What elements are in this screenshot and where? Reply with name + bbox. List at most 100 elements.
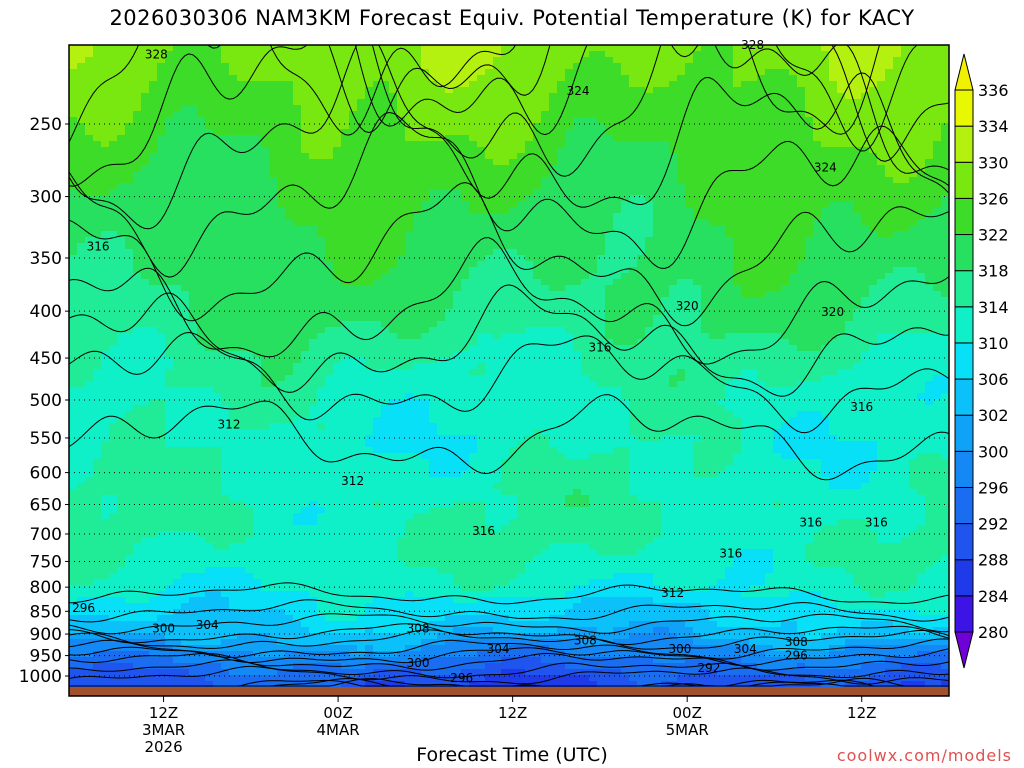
field-cell (405, 165, 414, 172)
field-cell (165, 327, 174, 334)
field-cell (133, 423, 142, 430)
field-cell (437, 285, 446, 292)
field-cell (429, 357, 438, 364)
field-cell (333, 111, 342, 118)
field-cell (157, 129, 166, 136)
field-cell (269, 459, 278, 466)
field-cell (149, 579, 158, 586)
field-cell (173, 105, 182, 112)
field-cell (277, 213, 286, 220)
field-cell (109, 315, 118, 322)
field-cell (125, 285, 134, 292)
field-cell (157, 75, 166, 82)
field-cell (69, 681, 78, 688)
field-cell (189, 543, 198, 550)
field-cell (437, 117, 446, 124)
field-cell (165, 45, 174, 52)
field-cell (157, 393, 166, 400)
field-cell (117, 183, 126, 190)
field-cell (421, 489, 430, 496)
field-cell (141, 657, 150, 664)
field-cell (373, 621, 382, 628)
field-cell (85, 69, 94, 76)
field-cell (213, 105, 222, 112)
field-cell (173, 597, 182, 604)
field-cell (93, 375, 102, 382)
field-cell (149, 501, 158, 508)
field-cell (173, 261, 182, 268)
field-cell (261, 93, 270, 100)
field-cell (405, 57, 414, 64)
field-cell (85, 63, 94, 70)
field-cell (397, 255, 406, 262)
field-cell (405, 63, 414, 70)
field-cell (397, 225, 406, 232)
field-cell (333, 615, 342, 622)
field-cell (69, 357, 78, 364)
field-cell (173, 351, 182, 358)
field-cell (205, 453, 214, 460)
field-cell (189, 345, 198, 352)
field-cell (117, 279, 126, 286)
field-cell (125, 135, 134, 142)
field-cell (269, 261, 278, 268)
field-cell (189, 387, 198, 394)
field-cell (85, 615, 94, 622)
field-cell (285, 273, 294, 280)
field-cell (125, 567, 134, 574)
field-cell (261, 555, 270, 562)
field-cell (101, 261, 110, 268)
field-cell (309, 621, 318, 628)
field-cell (245, 387, 254, 394)
field-cell (205, 57, 214, 64)
field-cell (205, 99, 214, 106)
field-cell (365, 69, 374, 76)
field-cell (357, 537, 366, 544)
field-cell (253, 177, 262, 184)
field-cell (269, 561, 278, 568)
field-cell (397, 315, 406, 322)
field-cell (157, 189, 166, 196)
field-cell (349, 105, 358, 112)
field-cell (269, 615, 278, 622)
field-cell (373, 651, 382, 658)
field-cell (69, 201, 78, 208)
field-cell (197, 411, 206, 418)
field-cell (85, 129, 94, 136)
field-cell (133, 393, 142, 400)
field-cell (213, 201, 222, 208)
field-cell (269, 291, 278, 298)
field-cell (237, 363, 246, 370)
field-cell (149, 441, 158, 448)
field-cell (101, 75, 110, 82)
field-cell (333, 603, 342, 610)
field-cell (93, 429, 102, 436)
field-cell (301, 405, 310, 412)
field-cell (413, 417, 422, 424)
field-cell (429, 567, 438, 574)
field-cell (245, 465, 254, 472)
field-cell (253, 591, 262, 598)
field-cell (93, 567, 102, 574)
field-cell (389, 81, 398, 88)
field-cell (165, 111, 174, 118)
field-cell (93, 45, 102, 52)
field-cell (101, 357, 110, 364)
field-cell (221, 525, 230, 532)
field-cell (373, 237, 382, 244)
field-cell (357, 387, 366, 394)
field-cell (397, 363, 406, 370)
field-cell (253, 645, 262, 652)
field-cell (397, 249, 406, 256)
field-cell (77, 303, 86, 310)
field-cell (181, 501, 190, 508)
field-cell (333, 279, 342, 286)
field-cell (69, 537, 78, 544)
field-cell (317, 165, 326, 172)
field-cell (365, 345, 374, 352)
field-cell (413, 579, 422, 586)
field-cell (77, 681, 86, 688)
field-cell (157, 351, 166, 358)
field-cell (245, 291, 254, 298)
field-cell (77, 363, 86, 370)
